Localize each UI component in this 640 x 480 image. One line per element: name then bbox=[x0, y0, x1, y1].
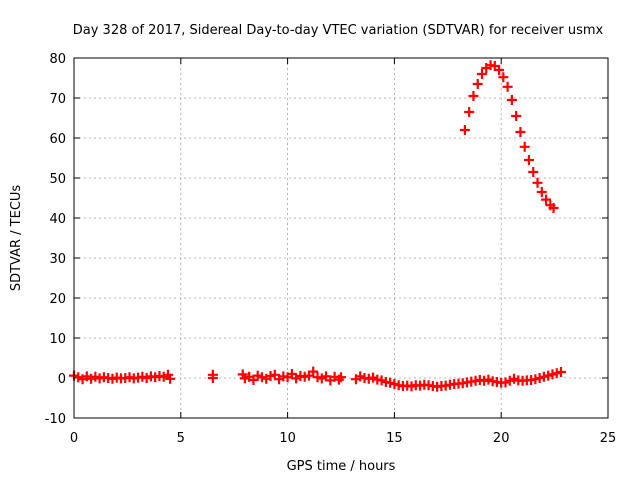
data-point bbox=[556, 367, 567, 377]
axis-ticks bbox=[73, 57, 609, 419]
x-tick-label: 10 bbox=[279, 431, 296, 446]
data-point bbox=[165, 373, 176, 384]
data-point bbox=[476, 69, 487, 79]
x-axis-label: GPS time / hours bbox=[287, 459, 396, 474]
data-point bbox=[519, 141, 530, 152]
y-tick-label: -10 bbox=[45, 412, 66, 427]
data-point bbox=[308, 366, 319, 377]
y-tick-label: 0 bbox=[58, 372, 66, 387]
y-axis-label: SDTVAR / TECUs bbox=[9, 185, 24, 292]
plot-border bbox=[73, 57, 609, 419]
y-tick-label: 20 bbox=[49, 292, 66, 307]
y-tick-label: 30 bbox=[49, 252, 66, 267]
data-point bbox=[523, 155, 534, 165]
data-point bbox=[336, 372, 346, 383]
data-point bbox=[515, 127, 526, 137]
y-tick-label: 60 bbox=[49, 132, 66, 147]
data-point bbox=[502, 81, 513, 92]
x-tick-label: 0 bbox=[70, 431, 78, 446]
data-points bbox=[69, 60, 567, 392]
data-point bbox=[464, 107, 475, 117]
y-tick-label: 80 bbox=[49, 52, 66, 67]
data-point bbox=[528, 167, 539, 177]
x-tick-label: 25 bbox=[600, 431, 617, 446]
x-tick-label: 15 bbox=[386, 431, 403, 446]
data-point bbox=[472, 79, 483, 89]
data-point bbox=[511, 111, 522, 121]
data-point bbox=[207, 373, 218, 383]
tick-labels: 0 5 10 15 20 25 -10 0 10 20 30 40 50 60 70 80 bbox=[45, 52, 617, 446]
data-point bbox=[532, 177, 543, 188]
x-tick-label: 5 bbox=[177, 431, 185, 446]
y-tick-label: 10 bbox=[49, 332, 66, 347]
data-point bbox=[536, 187, 547, 197]
y-tick-label: 40 bbox=[49, 212, 66, 227]
data-point bbox=[468, 91, 479, 101]
data-point bbox=[541, 194, 552, 205]
grid bbox=[74, 58, 608, 418]
chart-title: Day 328 of 2017, Sidereal Day-to-day VTE… bbox=[73, 23, 604, 38]
data-point bbox=[494, 65, 505, 75]
data-point bbox=[506, 95, 517, 105]
y-tick-label: 70 bbox=[49, 92, 66, 107]
data-point bbox=[548, 203, 559, 213]
data-point bbox=[459, 125, 470, 135]
x-tick-label: 20 bbox=[493, 431, 510, 446]
y-tick-label: 50 bbox=[49, 172, 66, 187]
data-point bbox=[498, 72, 509, 83]
